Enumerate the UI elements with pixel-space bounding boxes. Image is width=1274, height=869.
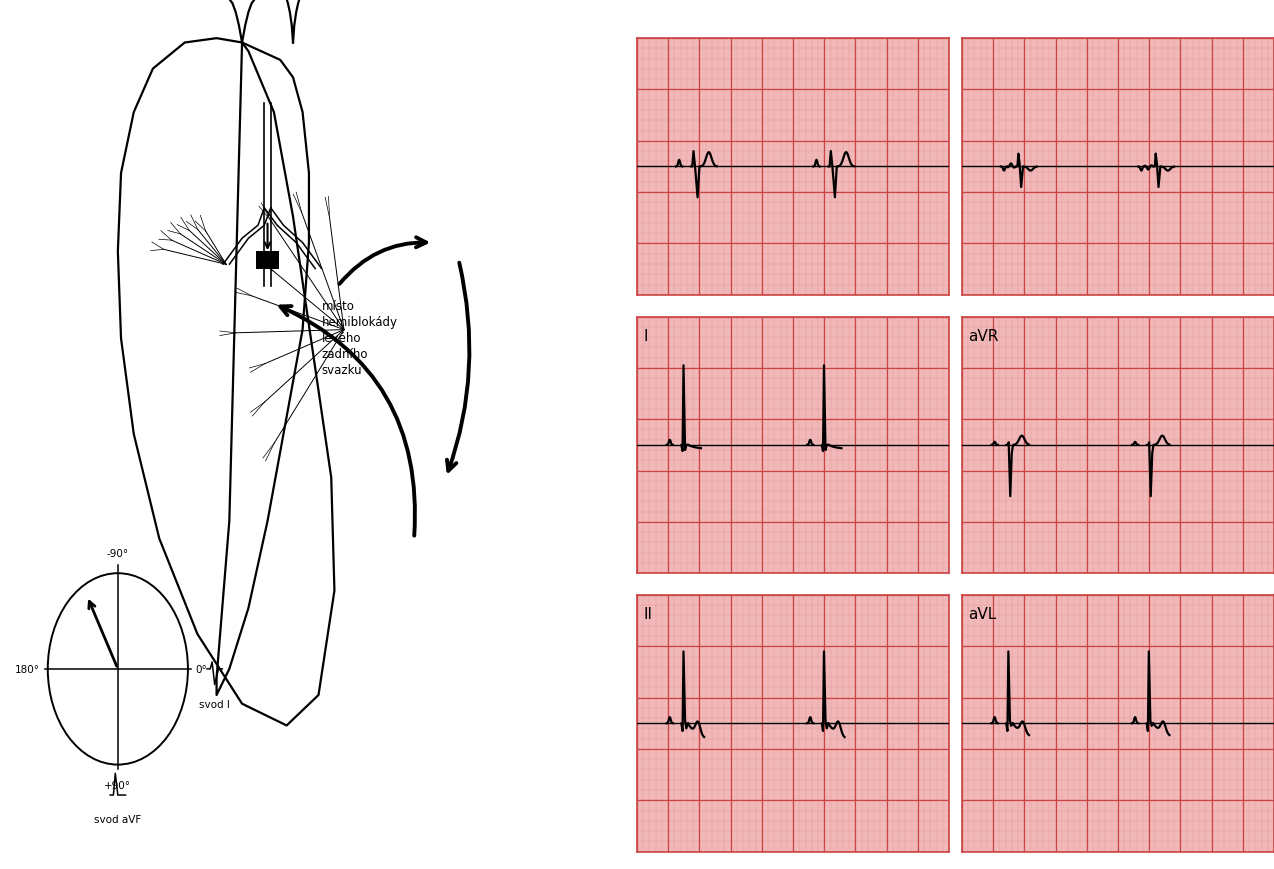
Text: aVR: aVR <box>968 328 999 343</box>
Text: svod I: svod I <box>199 700 231 709</box>
Text: -90°: -90° <box>107 548 129 558</box>
Text: +90°: +90° <box>104 780 131 790</box>
Text: místo
hemiblokády
levého
zadního
svazku: místo hemiblokády levého zadního svazku <box>321 300 397 377</box>
Text: 0°: 0° <box>196 664 208 674</box>
Text: 180°: 180° <box>15 664 41 674</box>
Text: II: II <box>643 607 652 621</box>
Text: svod aVF: svod aVF <box>94 814 141 824</box>
Text: aVL: aVL <box>968 607 996 621</box>
Text: I: I <box>643 328 648 343</box>
Bar <box>256 252 279 269</box>
